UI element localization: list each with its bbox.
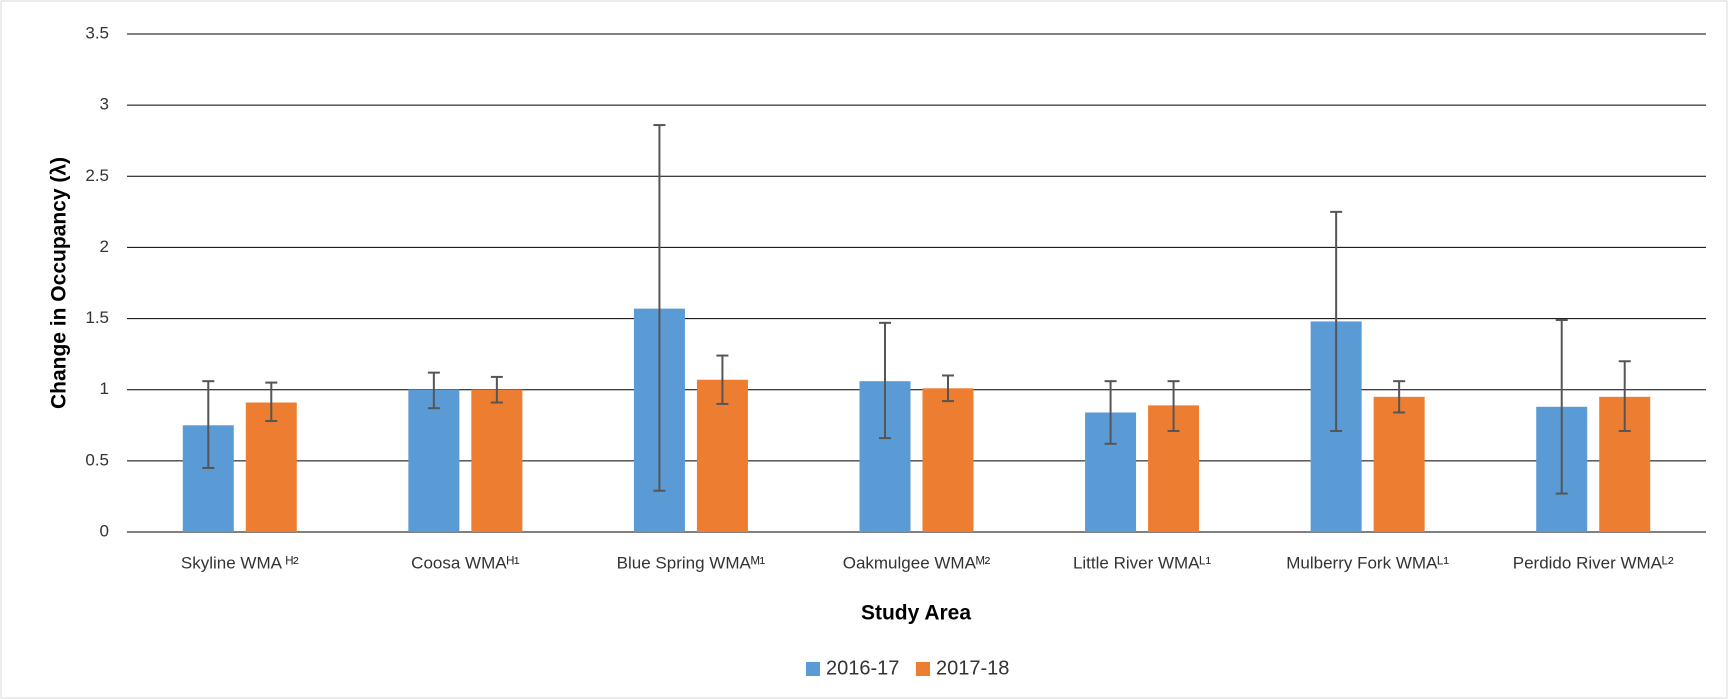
bar — [245, 402, 297, 532]
x-tick-label: Little River WMAᴸ¹ — [1073, 553, 1212, 572]
y-tick-label: 2 — [100, 237, 109, 256]
y-tick-label: 1 — [100, 379, 109, 398]
legend-swatch — [806, 662, 820, 676]
x-tick-label: Blue Spring WMAᴹ¹ — [617, 553, 766, 572]
x-tick-label: Oakmulgee WMAᴹ² — [843, 553, 991, 572]
y-tick-label: 3.5 — [85, 23, 109, 42]
bar — [1373, 396, 1425, 532]
x-tick-label: Skyline WMA ᴴ² — [181, 553, 299, 572]
y-tick-label: 0.5 — [85, 450, 109, 469]
legend-swatch — [916, 662, 930, 676]
y-axis-title: Change in Occupancy (λ) — [48, 157, 71, 409]
y-tick-label: 0 — [100, 521, 109, 540]
bar — [696, 379, 748, 532]
x-axis-title: Study Area — [861, 602, 971, 625]
y-tick-label: 1.5 — [85, 308, 109, 327]
x-tick-label: Mulberry Fork WMAᴸ¹ — [1286, 553, 1449, 572]
bar — [922, 388, 974, 532]
legend-label: 2016-17 — [826, 657, 899, 679]
y-tick-label: 3 — [100, 95, 109, 114]
legend-label: 2017-18 — [936, 657, 1009, 679]
x-tick-label: Perdido River WMAᴸ² — [1513, 553, 1674, 572]
bar — [408, 389, 460, 532]
x-tick-label: Coosa WMAᴴ¹ — [411, 553, 520, 572]
y-tick-label: 2.5 — [85, 166, 109, 185]
bar — [471, 389, 523, 532]
